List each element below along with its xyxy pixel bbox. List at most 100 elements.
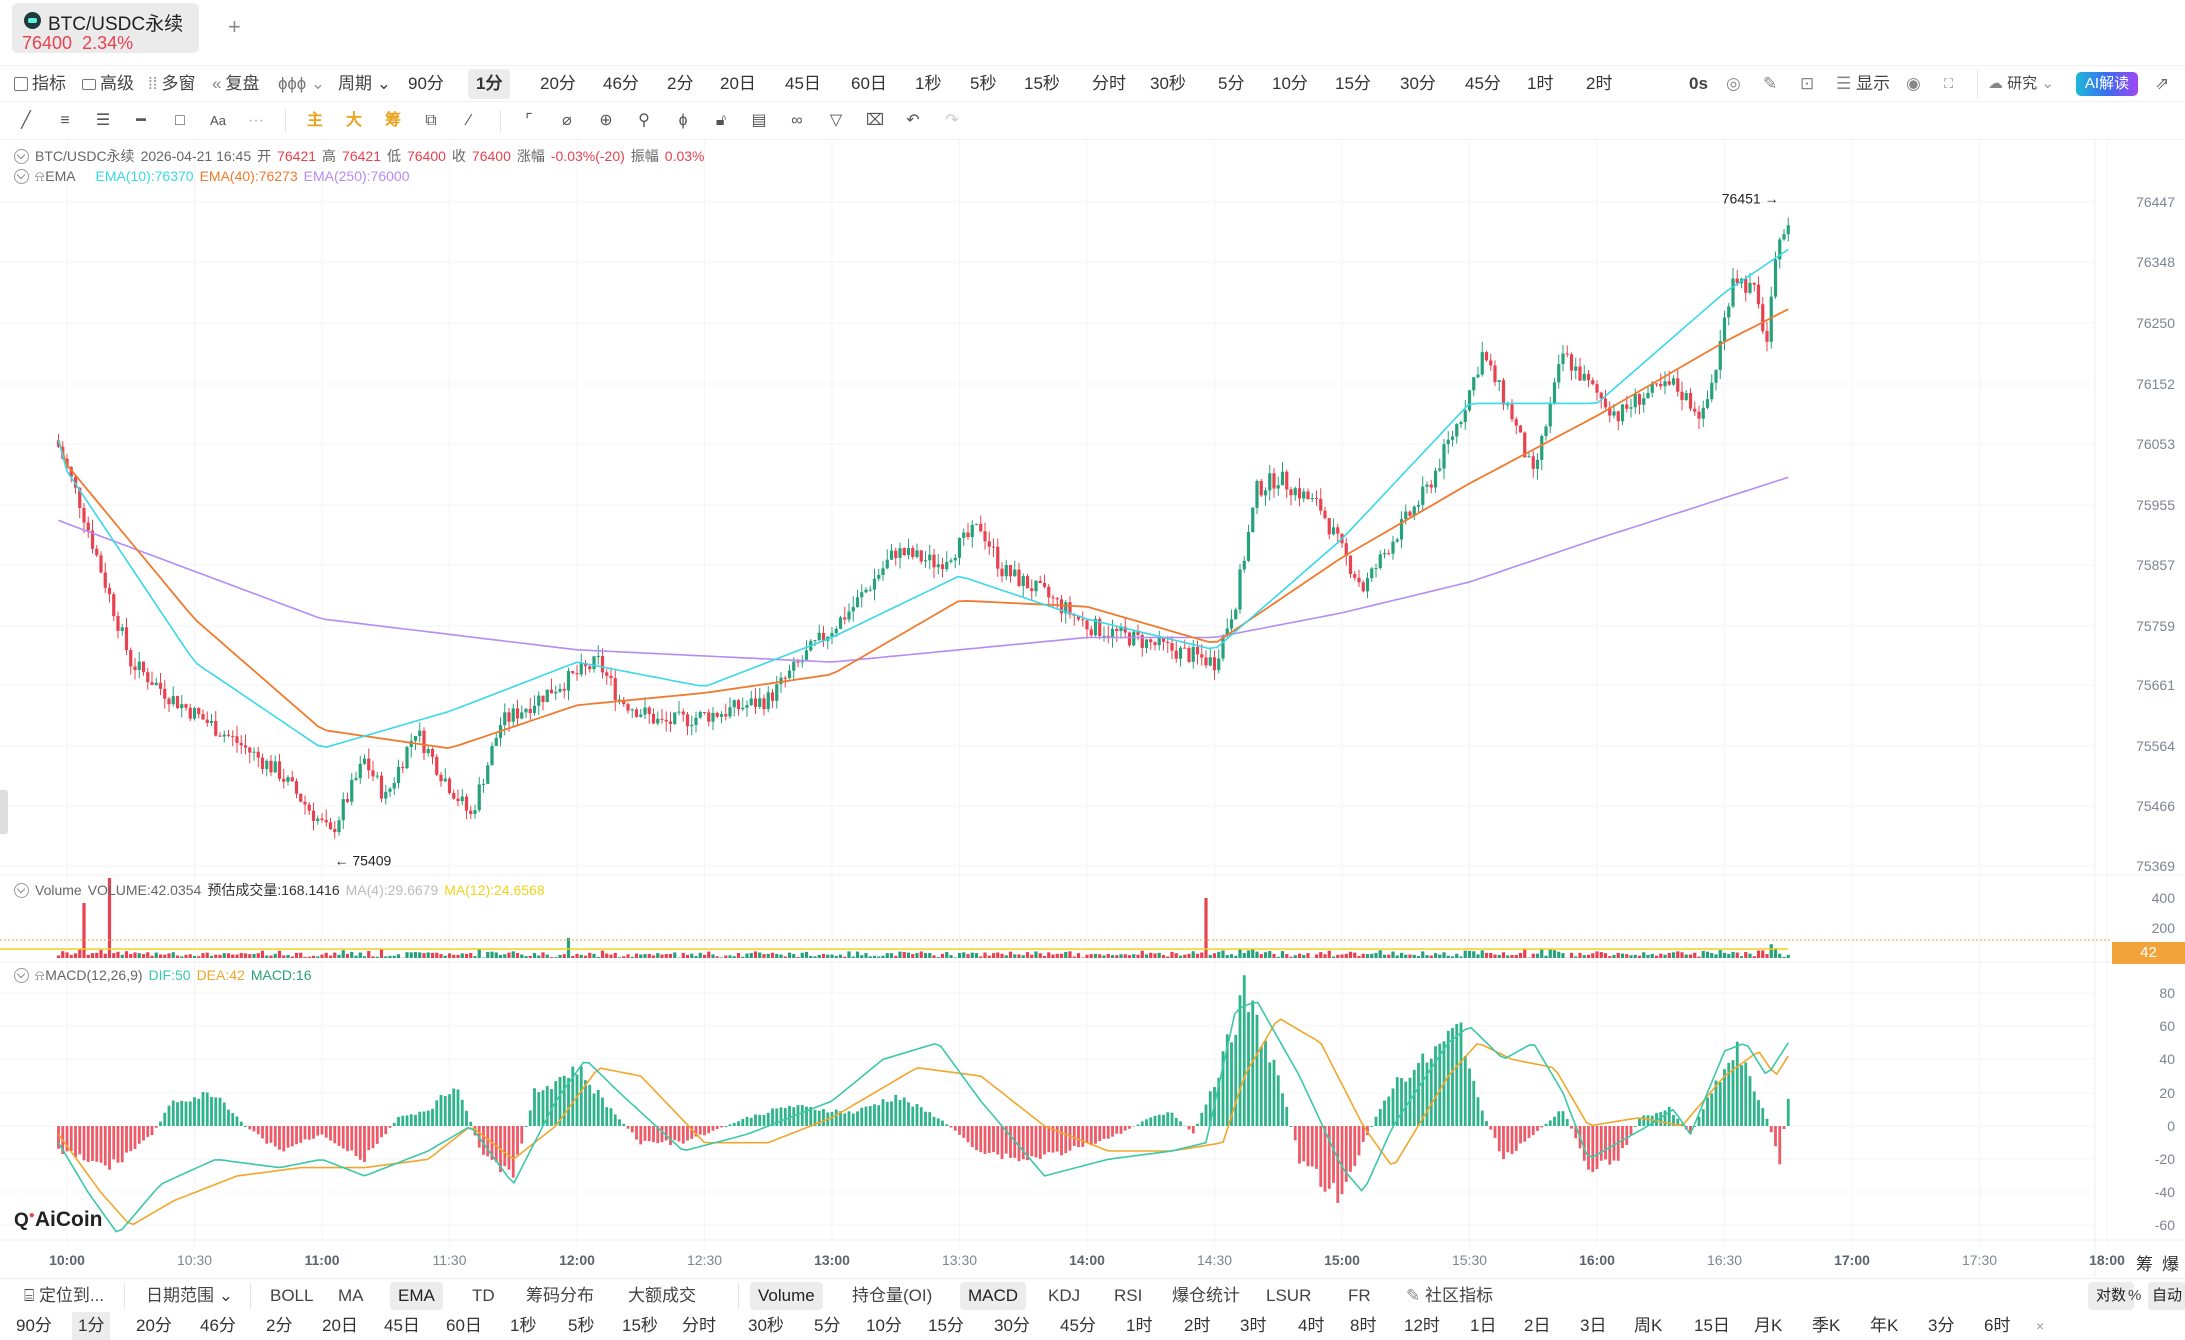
- date-range-dropdown[interactable]: 日期范围 ⌄: [146, 1286, 233, 1305]
- undo-icon[interactable]: ↶: [906, 112, 920, 129]
- auto-scale-button[interactable]: 自动: [2148, 1282, 2185, 1310]
- chip-toggle[interactable]: 筹: [2136, 1255, 2153, 1274]
- period-bar-item[interactable]: 4时: [1298, 1316, 1325, 1335]
- period-bar-item[interactable]: 30分: [994, 1316, 1030, 1335]
- multi-window-button[interactable]: ⁞⁞ 多窗: [148, 74, 196, 93]
- fullscreen-icon[interactable]: ⛶: [1944, 76, 1954, 91]
- trash-icon[interactable]: ⌧: [865, 112, 885, 129]
- filter-icon[interactable]: ▽: [829, 112, 843, 129]
- period-bar-item[interactable]: 2时: [1184, 1316, 1211, 1335]
- period-bar-item[interactable]: 月K: [1754, 1316, 1783, 1335]
- sub-indicator-3[interactable]: KDJ: [1040, 1282, 1088, 1310]
- period-bar-item[interactable]: 10分: [866, 1316, 902, 1335]
- period-bar-item[interactable]: 5分: [814, 1316, 841, 1335]
- note-icon[interactable]: ▤: [751, 112, 767, 129]
- period-bar-item[interactable]: 3分: [1928, 1316, 1955, 1335]
- horizontal-line-icon[interactable]: ━: [136, 112, 146, 129]
- percent-scale-button[interactable]: %: [2128, 1287, 2142, 1304]
- bell-icon[interactable]: ⍾: [35, 967, 45, 983]
- period-3[interactable]: 46分: [603, 74, 639, 93]
- period-15[interactable]: 15分: [1335, 74, 1371, 93]
- pencil-icon[interactable]: ✎: [1763, 74, 1778, 93]
- pattern-icon[interactable]: ɸ: [678, 112, 688, 129]
- chart-canvas[interactable]: 76451 → ← 75409: [0, 140, 2185, 1278]
- sub-indicator-5[interactable]: 爆仓统计: [1164, 1282, 1248, 1310]
- screenshot-icon[interactable]: ◎: [1726, 74, 1741, 93]
- period-bar-item[interactable]: 2分: [266, 1316, 293, 1335]
- period-19[interactable]: 2时: [1586, 74, 1613, 93]
- main-indicator-ma[interactable]: MA: [338, 1286, 364, 1305]
- period-bar-item[interactable]: 12时: [1404, 1316, 1440, 1335]
- parallel-lines-icon[interactable]: ≡: [60, 112, 70, 129]
- main-indicator-大额成交[interactable]: 大额成交: [628, 1286, 696, 1305]
- period-dropdown[interactable]: 周期 ⌄: [338, 74, 391, 93]
- period-bar-item[interactable]: 分时: [682, 1316, 716, 1335]
- collapse-icon[interactable]: [14, 149, 29, 164]
- period-bar-item[interactable]: 15分: [928, 1316, 964, 1335]
- chip-icon[interactable]: 筹: [384, 112, 401, 129]
- period-bar-item[interactable]: 1秒: [510, 1316, 537, 1335]
- indicator-button[interactable]: 指标: [14, 66, 66, 102]
- period-10[interactable]: 15秒: [1024, 74, 1060, 93]
- period-0[interactable]: 90分: [408, 74, 444, 93]
- period-bar-item[interactable]: 20分: [136, 1316, 172, 1335]
- redo-icon[interactable]: ↷: [945, 112, 959, 129]
- ruler-icon[interactable]: ⌀: [562, 112, 572, 129]
- main-indicator-boll[interactable]: BOLL: [270, 1286, 314, 1305]
- period-4[interactable]: 2分: [667, 74, 694, 93]
- main-indicator-筹码分布[interactable]: 筹码分布: [526, 1286, 594, 1305]
- display-button[interactable]: ☰ 显示: [1836, 74, 1890, 93]
- period-13[interactable]: 5分: [1218, 74, 1245, 93]
- period-bar-item[interactable]: 5秒: [568, 1316, 595, 1335]
- ai-interpret-button[interactable]: AI解读: [2076, 72, 2138, 96]
- period-5[interactable]: 20日: [720, 74, 756, 93]
- period-bar-item[interactable]: 30秒: [748, 1316, 784, 1335]
- period-bar-item[interactable]: 年K: [1870, 1316, 1899, 1335]
- period-bar-item[interactable]: 45分: [1060, 1316, 1096, 1335]
- period-8[interactable]: 1秒: [915, 74, 942, 93]
- channel-icon[interactable]: ☰: [95, 112, 111, 129]
- sub-indicator-0[interactable]: Volume: [750, 1282, 823, 1310]
- close-period-bar-icon[interactable]: ×: [2036, 1318, 2045, 1334]
- sub-indicator-2[interactable]: MACD: [960, 1282, 1027, 1310]
- sub-indicator-7[interactable]: FR: [1340, 1282, 1379, 1310]
- sidebar-collapse-handle[interactable]: [0, 790, 8, 834]
- period-bar-item[interactable]: 60日: [446, 1316, 482, 1335]
- research-dropdown[interactable]: ☁ 研究 ⌄: [1988, 75, 2054, 92]
- period-bar-item[interactable]: 周K: [1634, 1316, 1663, 1335]
- period-bar-item[interactable]: 46分: [200, 1316, 236, 1335]
- alert-add-icon[interactable]: ⊡: [1800, 74, 1815, 93]
- period-bar-item[interactable]: 3日: [1580, 1316, 1607, 1335]
- settings-icon[interactable]: ◉: [1906, 74, 1921, 93]
- link-icon[interactable]: ∞: [791, 112, 803, 129]
- symbol-tab[interactable]: BTC/USDC永续 76400 2.34%: [12, 3, 199, 53]
- sub-indicator-1[interactable]: 持仓量(OI): [844, 1282, 940, 1310]
- liquidation-toggle[interactable]: 爆: [2162, 1255, 2179, 1274]
- collapse-icon[interactable]: [14, 968, 29, 983]
- measure-icon[interactable]: ⁄: [467, 112, 471, 129]
- period-1[interactable]: 1分: [468, 69, 511, 99]
- text-tool-icon[interactable]: Aa: [210, 113, 226, 128]
- snapshot-icon[interactable]: ⧉: [425, 112, 437, 129]
- advanced-button[interactable]: 高级: [82, 66, 134, 102]
- collapse-icon[interactable]: [14, 883, 29, 898]
- log-scale-button[interactable]: 对数: [2088, 1282, 2135, 1310]
- period-bar-item[interactable]: 季K: [1812, 1316, 1841, 1335]
- main-indicator-td[interactable]: TD: [472, 1286, 495, 1305]
- main-indicator-ema[interactable]: EMA: [390, 1282, 443, 1310]
- line-tool-icon[interactable]: ╱: [21, 112, 31, 129]
- period-bar-item[interactable]: 15秒: [622, 1316, 658, 1335]
- main-force-icon[interactable]: 主: [306, 112, 323, 129]
- period-bar-item[interactable]: 90分: [16, 1316, 52, 1335]
- period-2[interactable]: 20分: [540, 74, 576, 93]
- magnet-icon[interactable]: ⚲: [638, 112, 650, 129]
- period-18[interactable]: 1时: [1527, 74, 1554, 93]
- sub-indicator-8[interactable]: ✎ 社区指标: [1398, 1282, 1501, 1310]
- period-bar-item[interactable]: 6时: [1984, 1316, 2011, 1335]
- zoom-in-icon[interactable]: ⊕: [599, 112, 613, 129]
- period-9[interactable]: 5秒: [970, 74, 997, 93]
- share-icon[interactable]: ⇗: [2155, 74, 2170, 93]
- period-bar-item[interactable]: 45日: [384, 1316, 420, 1335]
- period-6[interactable]: 45日: [785, 74, 821, 93]
- more-icon[interactable]: ···: [248, 112, 264, 129]
